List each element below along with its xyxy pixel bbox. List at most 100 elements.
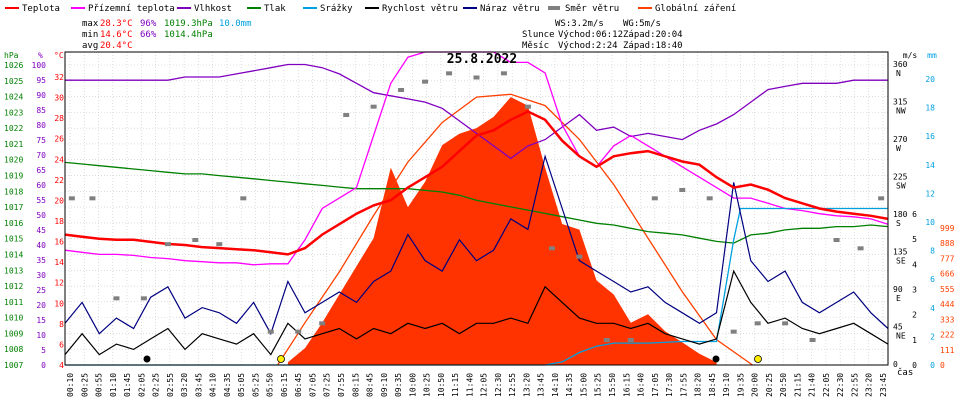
wind-dir-label: SE <box>896 257 906 266</box>
humidity-tick: 5 <box>41 346 46 355</box>
wind-direction-mark <box>164 242 171 247</box>
humidity-unit: % <box>38 51 43 60</box>
legend-label-4: Srážky <box>320 4 353 14</box>
humidity-tick: 40 <box>36 241 46 250</box>
stats-min-press: 1014.4hPa <box>164 30 213 40</box>
temperature-unit: °C <box>54 51 64 60</box>
humidity-tick: 95 <box>36 76 46 85</box>
wind-direction-mark <box>524 104 531 109</box>
x-tick: 02:25 <box>152 373 161 397</box>
x-tick: 14:35 <box>565 373 574 397</box>
x-tick: 14:10 <box>551 373 560 397</box>
stats-min-label: min <box>82 30 98 40</box>
rain-tick: 0 <box>930 361 935 370</box>
humidity-tick: 70 <box>36 151 46 160</box>
x-axis-label: čas <box>897 367 913 378</box>
series-vlhkost <box>65 63 888 160</box>
x-tick: 00:25 <box>80 373 89 397</box>
x-tick: 12:30 <box>494 373 503 397</box>
x-tick: 10:25 <box>423 373 432 397</box>
wind-dir-label: N <box>896 69 901 78</box>
x-tick: 10:50 <box>437 373 446 397</box>
x-tick: 19:10 <box>722 373 731 397</box>
x-tick: 17:30 <box>665 373 674 397</box>
temperature-tick: 8 <box>59 320 64 329</box>
pressure-tick: 1025 <box>4 77 23 86</box>
legend-label-2: Vlhkost <box>194 4 232 14</box>
info-ws: WS:3.2m/s <box>555 19 604 29</box>
x-tick: 07:25 <box>323 373 332 397</box>
x-tick: 08:15 <box>351 373 360 397</box>
humidity-tick: 10 <box>36 331 46 340</box>
pressure-tick: 1014 <box>4 250 23 259</box>
x-tick: 06:45 <box>294 373 303 397</box>
wind-direction-mark <box>343 113 350 117</box>
x-tick: 20:50 <box>779 373 788 397</box>
wind-dir-label: S <box>896 219 901 228</box>
series-rychlost-v-tru <box>64 269 889 356</box>
pressure-tick: 1015 <box>4 235 23 244</box>
humidity-tick: 100 <box>32 61 47 70</box>
x-tick: 08:45 <box>366 373 375 397</box>
x-tick: 12:55 <box>508 373 517 397</box>
legend-label-5: Rychlost větru <box>382 4 458 14</box>
x-tick: 00:55 <box>95 373 104 397</box>
humidity-tick: 75 <box>36 136 46 145</box>
legend-label-0: Teplota <box>22 4 60 14</box>
pressure-tick: 1013 <box>4 266 23 275</box>
humidity-tick: 50 <box>36 211 46 220</box>
radiation-tick: 555 <box>940 285 955 294</box>
radiation-measured-area <box>287 97 717 365</box>
temperature-tick: 32 <box>54 73 64 82</box>
wind-direction-mark <box>370 104 377 109</box>
moonset-marker <box>712 355 720 363</box>
x-tick: 05:50 <box>266 373 275 397</box>
x-tick: 15:25 <box>594 373 603 397</box>
series-glob-ln-z-en- <box>277 93 753 366</box>
rain-tick: 8 <box>930 247 935 256</box>
wind-speed-unit: m/s <box>903 51 918 60</box>
rain-unit: mm <box>927 51 937 60</box>
rain-tick: 20 <box>925 75 935 84</box>
x-tick: 16:15 <box>622 373 631 397</box>
radiation-tick: 777 <box>940 254 955 263</box>
info-sunset: Západ:20:04 <box>623 30 683 40</box>
wind-dir-tick: 270 <box>893 135 908 144</box>
wind-dir-label: W <box>896 144 901 153</box>
pressure-tick: 1018 <box>4 187 23 196</box>
wind-speed-tick: 1 <box>912 336 917 345</box>
wind-direction-mark <box>422 79 429 84</box>
x-tick: 20:00 <box>751 373 760 397</box>
humidity-tick: 80 <box>36 121 46 130</box>
x-tick: 05:25 <box>251 373 260 397</box>
x-tick: 09:10 <box>380 373 389 397</box>
info-moon-label: Měsíc <box>522 41 549 51</box>
wind-direction-mark <box>446 71 453 76</box>
pressure-tick: 1023 <box>4 108 23 117</box>
wind-direction-marks <box>68 71 885 342</box>
x-tick: 12:05 <box>480 373 489 397</box>
x-tick: 09:35 <box>394 373 403 397</box>
wind-direction-mark <box>706 196 713 201</box>
wind-direction-mark <box>319 321 326 326</box>
humidity-tick: 20 <box>36 301 46 310</box>
x-tick: 02:55 <box>166 373 175 397</box>
radiation-tick: 222 <box>940 331 955 340</box>
wind-direction-mark <box>809 338 816 342</box>
x-tick: 03:45 <box>194 373 203 397</box>
x-tick: 11:40 <box>465 373 474 397</box>
series-tlak <box>64 161 889 244</box>
legend-swatch-7 <box>548 6 560 10</box>
x-tick: 10:00 <box>408 373 417 397</box>
sunrise-marker <box>277 355 285 363</box>
stats-max-temp: 28.3°C <box>100 19 133 29</box>
humidity-tick: 55 <box>36 196 46 205</box>
x-tick: 13:45 <box>537 373 546 397</box>
pressure-tick: 1011 <box>4 298 23 307</box>
x-tick: 15:00 <box>579 373 588 397</box>
x-tick: 18:45 <box>708 373 717 397</box>
wind-direction-mark <box>192 238 199 242</box>
info-block: WS:3.2m/s WG:5m/s Slunce Východ:06:12 Zá… <box>522 19 683 51</box>
wind-dir-tick: 315 <box>893 98 908 107</box>
pressure-tick: 1024 <box>4 93 23 102</box>
